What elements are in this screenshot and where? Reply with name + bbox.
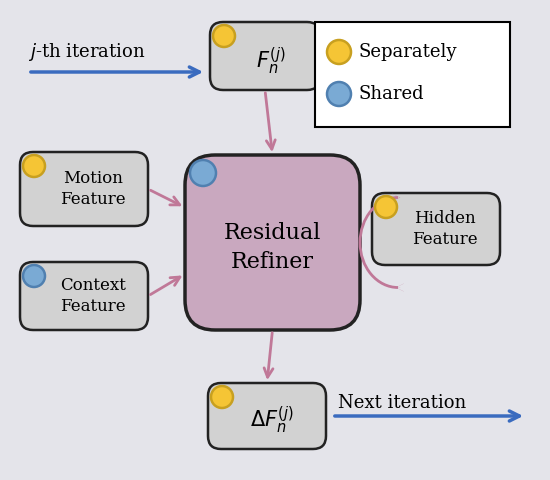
Circle shape	[327, 40, 351, 64]
Circle shape	[375, 196, 397, 218]
Circle shape	[327, 82, 351, 106]
Circle shape	[213, 25, 235, 47]
Circle shape	[23, 155, 45, 177]
FancyBboxPatch shape	[20, 152, 148, 226]
Circle shape	[211, 386, 233, 408]
Text: Residual
Refiner: Residual Refiner	[224, 222, 321, 273]
Text: $\Delta F_n^{(j)}$: $\Delta F_n^{(j)}$	[250, 404, 294, 436]
Text: Separately: Separately	[359, 43, 458, 61]
Circle shape	[190, 160, 216, 186]
FancyBboxPatch shape	[208, 383, 326, 449]
Text: Motion
Feature: Motion Feature	[60, 170, 126, 208]
Text: $F_n^{(j)}$: $F_n^{(j)}$	[256, 46, 286, 77]
Text: Next iteration: Next iteration	[338, 394, 466, 412]
Circle shape	[23, 265, 45, 287]
FancyBboxPatch shape	[372, 193, 500, 265]
FancyBboxPatch shape	[315, 22, 510, 127]
Text: Shared: Shared	[359, 85, 425, 103]
FancyBboxPatch shape	[210, 22, 320, 90]
FancyBboxPatch shape	[20, 262, 148, 330]
Text: Context
Feature: Context Feature	[60, 277, 126, 315]
Text: Hidden
Feature: Hidden Feature	[412, 210, 478, 248]
FancyBboxPatch shape	[185, 155, 360, 330]
Text: $j$-th iteration: $j$-th iteration	[28, 41, 146, 63]
